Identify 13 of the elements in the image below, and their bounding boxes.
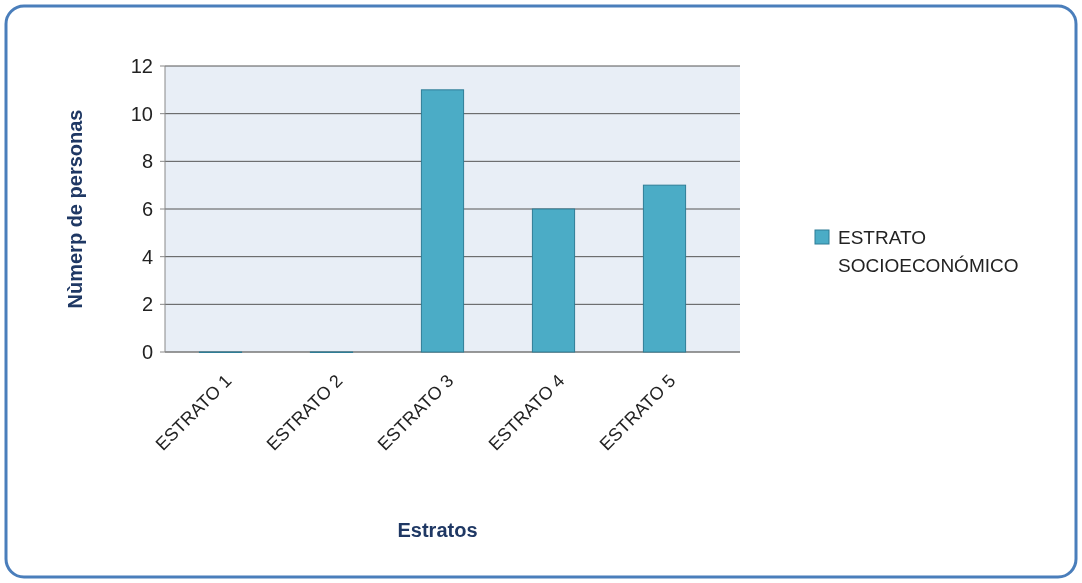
y-tick-label: 10 [130,102,153,125]
y-tick-label: 8 [141,150,153,173]
y-tick-label: 4 [141,245,153,268]
y-axis-title: Nùmerp de personas [64,109,86,309]
bar [642,184,687,353]
bar [420,89,465,353]
legend-label: ESTRATO SOCIOECONÓMICO [838,227,1019,276]
bar [531,208,576,353]
x-axis-title: Estratos [397,519,478,541]
y-tick-label: 6 [141,198,153,220]
y-tick-label: 12 [130,55,153,77]
y-tick-label: 2 [141,293,153,316]
y-tick-label: 0 [141,341,153,363]
